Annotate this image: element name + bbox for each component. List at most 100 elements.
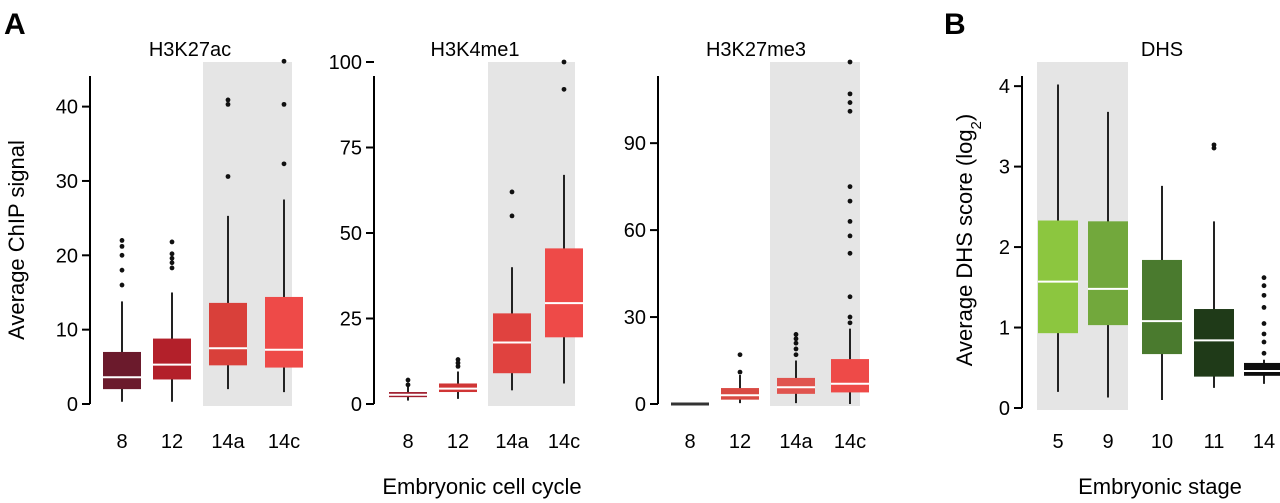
box-body xyxy=(831,359,869,393)
outlier-point xyxy=(847,91,853,97)
x-tick-label: 10 xyxy=(1151,431,1173,453)
x-tick-label: 14a xyxy=(495,431,529,453)
h3k27me3-plot: H3K27me3 0 30 60 90 8 12 14a 14c xyxy=(624,39,869,453)
outlier-point xyxy=(169,260,175,266)
outlier-point xyxy=(793,352,799,358)
x-tick-label: 9 xyxy=(1102,431,1113,453)
outlier-point xyxy=(169,239,175,245)
chart-title: H3K27ac xyxy=(149,39,231,61)
panel-a-y-axis-label: Average ChIP signal xyxy=(4,140,29,340)
box-body xyxy=(265,296,303,368)
y-tick-label: 50 xyxy=(340,223,362,245)
outlier-point xyxy=(737,352,743,358)
outlier-point xyxy=(847,233,853,239)
outlier-point xyxy=(847,250,853,256)
outlier-point xyxy=(561,86,567,92)
outlier-point xyxy=(225,97,231,103)
y-tick-label: 0 xyxy=(351,394,362,416)
h3k4me1-plot: H3K4me1 0 25 50 75 100 8 12 14a 14c xyxy=(329,39,583,453)
outlier-point xyxy=(847,320,853,326)
outlier-point xyxy=(1261,275,1267,281)
box-14a xyxy=(777,332,815,404)
box-body xyxy=(721,388,759,400)
dhs-plot: DHS 0 1 2 3 4 5 9 10 11 14 xyxy=(999,39,1280,453)
y-tick-label: 30 xyxy=(624,307,646,329)
outlier-point xyxy=(1261,331,1267,337)
panel-b-y-axis-label: Average DHS score (log2) xyxy=(952,114,985,366)
box-14c xyxy=(545,59,583,384)
x-tick-label: 14 xyxy=(1253,431,1275,453)
y-tick-label: 0 xyxy=(635,394,646,416)
outlier-point xyxy=(737,369,743,375)
outlier-point xyxy=(169,251,175,257)
outlier-point xyxy=(225,101,231,107)
box-8 xyxy=(389,377,427,401)
box-12 xyxy=(721,352,759,404)
box-body xyxy=(1244,362,1280,376)
h3k27ac-plot: H3K27ac 0 10 20 30 40 8 12 14a 14c xyxy=(56,39,303,453)
chart-title: H3K4me1 xyxy=(431,39,520,61)
outlier-point xyxy=(509,213,515,219)
y-tick-label: 0 xyxy=(999,398,1010,420)
x-tick-label: 12 xyxy=(161,431,183,453)
box-14c xyxy=(831,59,869,404)
outlier-point xyxy=(847,294,853,300)
outlier-point xyxy=(847,184,853,190)
y-tick-label: 60 xyxy=(624,220,646,242)
outlier-point xyxy=(1261,283,1267,289)
x-tick-label: 8 xyxy=(684,431,695,453)
panel-b-y-axis-label-main: Average DHS score (log xyxy=(952,129,977,366)
outlier-point xyxy=(119,267,125,273)
box-5 xyxy=(1038,84,1078,392)
x-tick-label: 12 xyxy=(447,431,469,453)
outlier-point xyxy=(1261,292,1267,298)
outlier-point xyxy=(847,198,853,204)
x-tick-label: 14c xyxy=(268,431,300,453)
outlier-point xyxy=(1261,321,1267,326)
box-9 xyxy=(1088,111,1128,398)
outlier-point xyxy=(119,282,125,288)
box-10 xyxy=(1142,185,1182,400)
box-14c xyxy=(265,58,303,393)
outlier-point xyxy=(793,346,799,352)
box-body xyxy=(103,351,141,390)
outlier-point xyxy=(281,101,287,107)
box-body xyxy=(545,248,583,338)
outlier-point xyxy=(847,100,853,105)
x-tick-label: 14c xyxy=(834,431,866,453)
box-14a xyxy=(493,189,531,391)
outlier-point xyxy=(1261,339,1267,345)
x-tick-label: 14a xyxy=(779,431,813,453)
x-tick-label: 12 xyxy=(729,431,751,453)
panel-b-letter: B xyxy=(944,8,966,41)
outlier-point xyxy=(119,252,125,258)
outlier-point xyxy=(455,363,461,369)
box-11 xyxy=(1194,142,1234,388)
y-tick-label: 90 xyxy=(624,133,646,155)
panel-b-y-axis-label-close: ) xyxy=(952,114,977,121)
panel-a-x-axis-label: Embryonic cell cycle xyxy=(382,474,581,499)
outlier-point xyxy=(455,357,461,362)
chart-title: DHS xyxy=(1141,39,1183,61)
panel-b-x-axis-label: Embryonic stage xyxy=(1078,474,1242,499)
box-14a xyxy=(209,97,247,390)
box-12 xyxy=(153,239,191,402)
y-tick-label: 2 xyxy=(999,237,1010,259)
outlier-point xyxy=(169,265,175,271)
box-body xyxy=(153,338,191,380)
panel-a-letter: A xyxy=(4,8,26,41)
box-body xyxy=(1194,309,1234,377)
x-tick-label: 11 xyxy=(1204,431,1225,453)
box-12 xyxy=(439,357,477,399)
panel-b-y-axis-label-subscript: 2 xyxy=(968,121,985,129)
y-tick-label: 100 xyxy=(329,52,362,74)
x-tick-label: 5 xyxy=(1052,431,1063,453)
x-tick-label: 14c xyxy=(548,431,580,453)
x-tick-label: 8 xyxy=(116,431,127,453)
chart-title: H3K27me3 xyxy=(706,39,806,61)
y-tick-label: 0 xyxy=(67,394,78,416)
outlier-point xyxy=(509,189,515,195)
outlier-point xyxy=(119,238,125,243)
y-tick-label: 4 xyxy=(999,76,1010,98)
outlier-point xyxy=(405,382,411,388)
